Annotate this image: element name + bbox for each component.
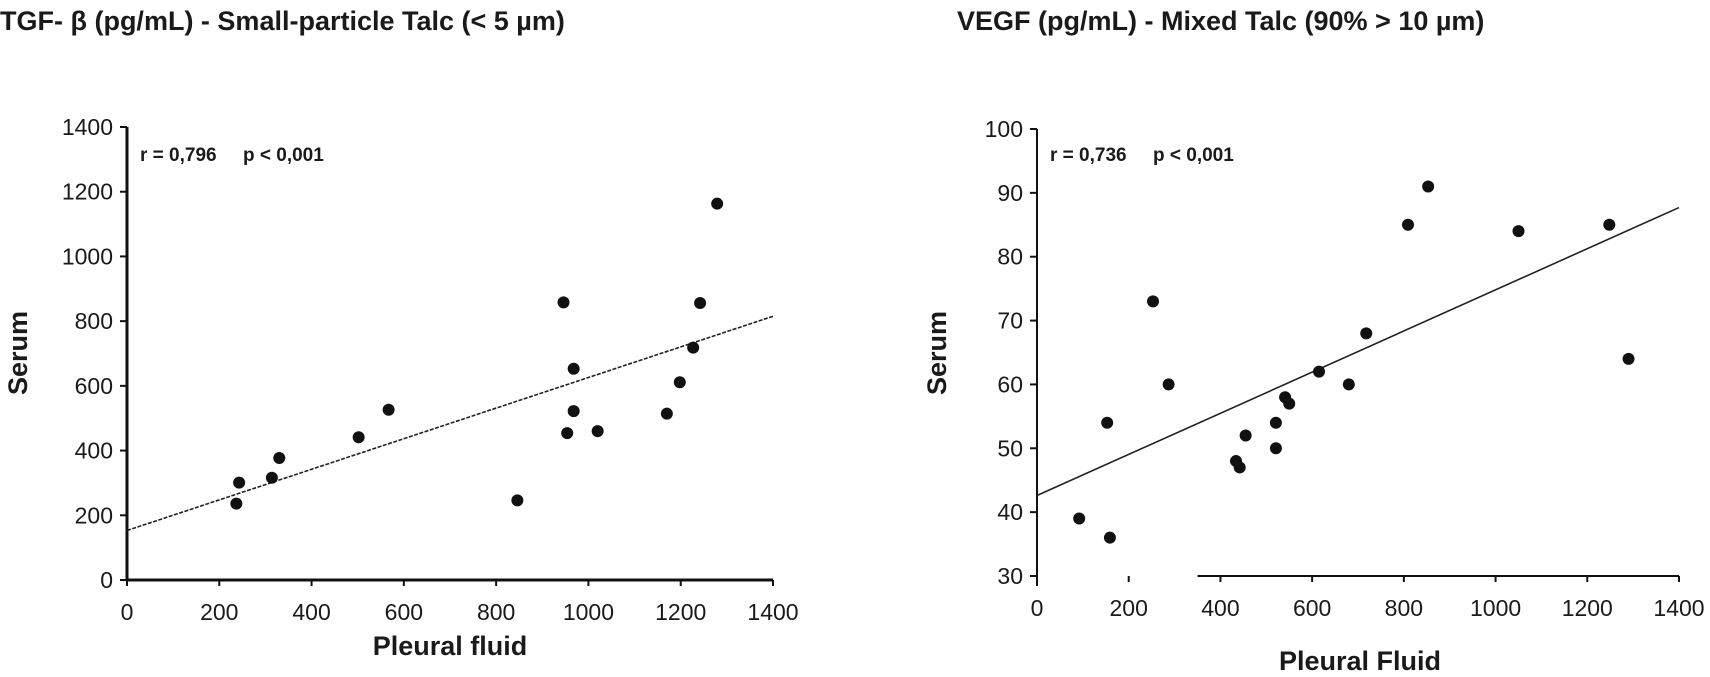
data-point <box>1162 378 1175 391</box>
data-point <box>1073 512 1086 525</box>
chart-title: VEGF (pg/mL) - Mixed Talc (90% > 10 µm) <box>957 6 1484 36</box>
correlation-annotation: r = 0,736 p < 0,001 <box>1050 145 1234 166</box>
data-point <box>591 425 604 438</box>
data-point <box>265 471 278 484</box>
x-tick-label: 800 <box>477 599 515 625</box>
y-tick-label: 30 <box>997 563 1023 589</box>
data-point <box>673 376 686 389</box>
data-point <box>1422 180 1435 193</box>
y-tick-label: 1400 <box>62 114 113 140</box>
data-point <box>1269 416 1282 429</box>
y-tick-label: 80 <box>997 244 1023 270</box>
data-point <box>567 362 580 375</box>
data-point <box>1283 397 1296 410</box>
data-point <box>230 497 243 510</box>
data-point <box>352 431 365 444</box>
data-point <box>694 297 707 310</box>
data-point <box>1269 442 1282 455</box>
data-point <box>511 494 524 507</box>
data-point <box>1360 327 1373 340</box>
chart-title: TGF- β (pg/mL) - Small-particle Talc (< … <box>0 6 565 36</box>
y-tick-label: 50 <box>997 435 1023 461</box>
data-point <box>687 341 700 354</box>
x-tick-label: 1200 <box>655 599 706 625</box>
x-tick-label: 600 <box>1293 595 1331 621</box>
x-tick-label: 600 <box>385 599 423 625</box>
x-tick-label: 800 <box>1385 595 1423 621</box>
data-point <box>557 296 570 309</box>
data-point <box>567 405 580 418</box>
y-tick-label: 400 <box>75 438 113 464</box>
data-point <box>233 476 246 489</box>
x-tick-label: 400 <box>1201 595 1239 621</box>
x-axis-label: Pleural fluid <box>373 631 528 661</box>
data-point <box>1101 416 1114 429</box>
correlation-annotation: r = 0,796 p < 0,001 <box>140 145 324 166</box>
y-tick-label: 0 <box>100 567 113 593</box>
y-axis-label: Serum <box>922 311 952 395</box>
data-point <box>711 197 724 210</box>
x-tick-label: 0 <box>1031 595 1044 621</box>
y-tick-label: 100 <box>985 116 1023 142</box>
y-tick-label: 1200 <box>62 179 113 205</box>
y-tick-label: 40 <box>997 499 1023 525</box>
data-point <box>382 403 395 416</box>
data-point <box>1342 378 1355 391</box>
y-tick-label: 90 <box>997 180 1023 206</box>
data-point <box>1239 429 1252 442</box>
y-tick-label: 70 <box>997 308 1023 334</box>
x-tick-label: 200 <box>200 599 238 625</box>
data-point <box>1603 218 1616 231</box>
data-point <box>1622 352 1635 365</box>
x-tick-label: 1400 <box>747 599 798 625</box>
x-tick-label: 1000 <box>563 599 614 625</box>
data-point <box>1401 218 1414 231</box>
y-tick-label: 60 <box>997 371 1023 397</box>
x-axis-label: Pleural Fluid <box>1279 646 1441 676</box>
y-axis-label: Serum <box>3 311 33 395</box>
data-point <box>1147 295 1160 308</box>
y-tick-label: 800 <box>75 308 113 334</box>
x-tick-label: 400 <box>292 599 330 625</box>
x-tick-label: 0 <box>121 599 134 625</box>
y-tick-label: 600 <box>75 373 113 399</box>
chart-tgf-beta: TGF- β (pg/mL) - Small-particle Talc (< … <box>0 6 799 661</box>
data-point <box>273 452 286 465</box>
y-tick-label: 1000 <box>62 243 113 269</box>
data-point <box>1233 461 1246 474</box>
chart-vegf: VEGF (pg/mL) - Mixed Talc (90% > 10 µm) … <box>922 6 1705 676</box>
data-point <box>1313 365 1326 378</box>
regression-line <box>126 315 774 532</box>
x-tick-label: 1000 <box>1470 595 1521 621</box>
x-tick-label: 1400 <box>1653 595 1704 621</box>
x-tick-label: 200 <box>1110 595 1148 621</box>
data-point <box>660 407 673 420</box>
y-tick-label: 200 <box>75 502 113 528</box>
data-point <box>1512 225 1525 238</box>
regression-line <box>1036 206 1680 497</box>
data-point <box>561 427 574 440</box>
x-tick-label: 1200 <box>1562 595 1613 621</box>
data-point <box>1103 531 1116 544</box>
